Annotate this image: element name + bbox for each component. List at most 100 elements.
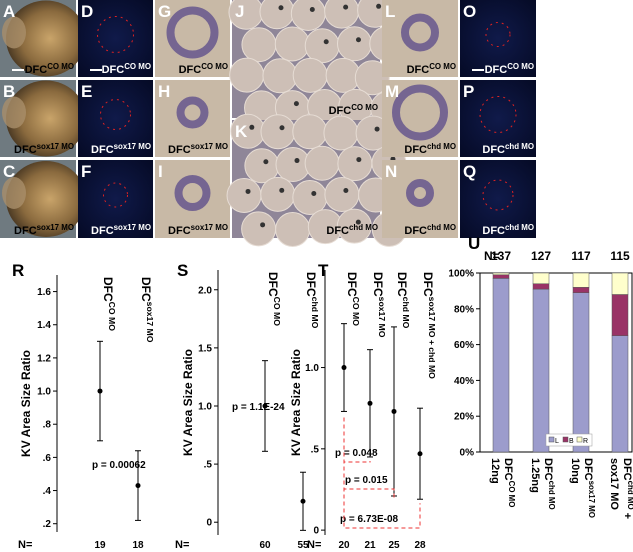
p-value: p = 0.00062 [92, 460, 146, 471]
n-label: N= [307, 539, 321, 551]
caption-sup: sox17 MO [191, 223, 228, 232]
embryo-disc [304, 28, 340, 64]
caption-text: DFC [621, 458, 633, 481]
photo-bg [78, 0, 153, 77]
legend-label: L [555, 438, 559, 445]
bar-segment [572, 292, 590, 453]
panel-letter: R [12, 261, 24, 280]
caption-sup: CO MO [201, 62, 228, 71]
caption: DFCCO MO [345, 272, 361, 326]
panel-letter: D [81, 2, 93, 21]
ring-stain [406, 179, 434, 207]
panel-letter: Q [463, 162, 476, 181]
caption: DFCCO MO [179, 62, 228, 77]
caption-sup: chd MO [310, 297, 320, 329]
photo-panel: K DFCchd MO [226, 113, 407, 247]
panel-letter: N [385, 162, 397, 181]
photo-panel: H DFCsox17 MO [155, 80, 230, 157]
caption-sup: sox17 MO [37, 142, 74, 151]
bar-segment [492, 274, 510, 279]
photo-bg [460, 0, 536, 77]
y-tick-label: 0% [460, 448, 475, 459]
y-tick-label: .6 [43, 453, 52, 464]
kv-outline [97, 16, 134, 53]
embryo-head [2, 96, 26, 129]
ring-stain [176, 96, 209, 129]
embryo [6, 161, 86, 237]
embryo-dot [355, 37, 361, 43]
caption-text: DFC [404, 225, 427, 237]
caption: DFCsox17 MO [14, 142, 74, 157]
y-tick-label: .4 [43, 486, 52, 497]
caption-text: DFC [101, 277, 115, 302]
photo-panel: O DFCCO MO [460, 0, 536, 77]
caption-sup: CO MO [351, 297, 361, 327]
caption-text: DFC [179, 64, 202, 76]
embryo-dot [249, 124, 255, 130]
embryo-disc [304, 145, 340, 181]
n-label: N= [18, 539, 32, 551]
embryo-dot [245, 188, 251, 194]
caption-text: DFC [91, 144, 114, 156]
embryo-disc [262, 58, 298, 94]
embryo-disc [260, 114, 296, 150]
caption: DFCchd MO [482, 142, 534, 157]
caption: DFCchd MO [404, 223, 456, 238]
embryo-disc [324, 0, 360, 29]
caption: DFCsox17 MO [91, 223, 151, 238]
caption-text: DFC [407, 64, 430, 76]
caption: DFCchd MO [482, 223, 534, 238]
caption-sup: chd MO [427, 223, 456, 232]
embryo-disc [259, 0, 295, 30]
y-tick-label: 1.4 [37, 320, 51, 331]
caption: DFCchd MO [304, 272, 320, 329]
caption-sup: CO MO [47, 62, 74, 71]
caption-sup: CO MO [272, 297, 282, 327]
caption-sup: chd MO [401, 297, 411, 329]
caption-sup: sox17 MO [114, 142, 151, 151]
embryo-disc [354, 60, 390, 96]
caption-sup: sox17 MO [377, 297, 387, 338]
caption-sup: sox17 MO [191, 142, 228, 151]
caption-sup: CO MO [429, 62, 456, 71]
caption-text: DFC [395, 272, 409, 297]
y-tick-label: 2.0 [198, 285, 212, 296]
photo-bg [382, 0, 458, 77]
n-value: 127 [531, 249, 551, 263]
caption: DFCchd MO [326, 223, 378, 238]
ring-stain [401, 13, 439, 52]
caption-text: DFC [482, 225, 505, 237]
mean-point [300, 498, 306, 504]
caption: DFCsox17 MO [168, 223, 228, 238]
caption-text: DFC [404, 144, 427, 156]
n-value: 60 [259, 540, 271, 551]
embryo-dot [278, 5, 284, 11]
caption-text: DFC [371, 272, 385, 297]
mean-point [391, 408, 397, 414]
caption-text: DFC [329, 105, 352, 117]
embryo-dot [260, 222, 266, 228]
y-axis-label: KV Area Size Ratio [181, 349, 195, 456]
caption: DFCsox17 MO [168, 142, 228, 157]
panel-letter: J [235, 2, 244, 21]
y-tick-label: 20% [454, 412, 474, 423]
caption-sup: chd MO [627, 481, 633, 510]
y-tick-label: .5 [204, 460, 213, 471]
caption: DFCsox17 MO [371, 272, 387, 338]
p-bracket [343, 417, 421, 529]
embryo-disc [336, 26, 372, 62]
photo-panel: Q DFCchd MO [460, 160, 536, 238]
panel-letter: A [3, 2, 15, 21]
caption-text: DFC [91, 225, 114, 237]
p-value: p = 0.048 [335, 448, 378, 459]
caption: DFCCO MO [102, 62, 151, 77]
caption: DFCsox17 MO [14, 223, 74, 238]
embryo-disc [324, 177, 360, 213]
photo-bg [78, 160, 153, 238]
caption-sup: CO MO [507, 62, 534, 71]
embryo-dot [343, 188, 349, 194]
n-value: 25 [388, 540, 400, 551]
panel-letter: T [318, 261, 329, 280]
n-value: 19 [94, 540, 106, 551]
